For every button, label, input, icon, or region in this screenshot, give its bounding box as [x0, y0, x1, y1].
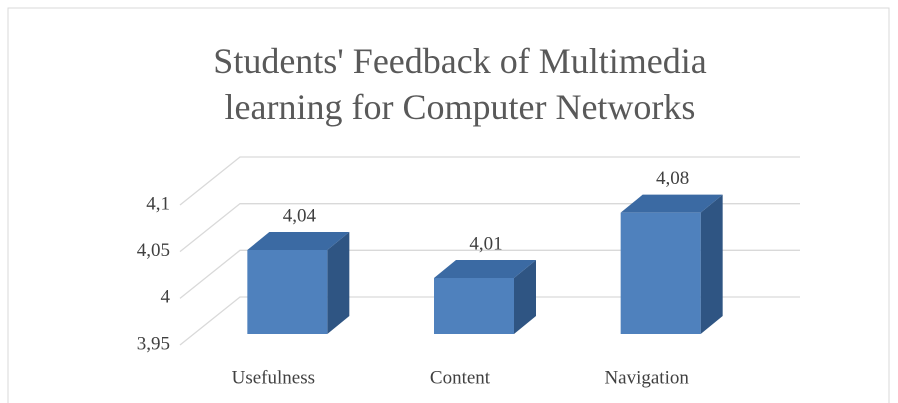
data-label: 4,08: [656, 168, 689, 189]
grid-line: [179, 203, 800, 253]
bar-side: [700, 194, 723, 334]
grid-line: [179, 156, 800, 206]
y-tick-label: 4,05: [137, 240, 170, 261]
x-tick-label: Navigation: [604, 367, 689, 388]
bar: [434, 278, 514, 334]
grid-line: [179, 296, 800, 346]
chart-border: [7, 7, 890, 403]
bar: [620, 212, 701, 334]
bar-top: [247, 232, 350, 250]
bar-side: [514, 260, 536, 334]
grid-line: [179, 249, 800, 299]
y-tick-label: 4,1: [146, 193, 170, 214]
data-label: 4,04: [283, 205, 317, 226]
data-label: 4,01: [469, 233, 502, 254]
y-tick-label: 4: [161, 287, 171, 308]
bar-top: [620, 194, 723, 213]
chart-title: Students' Feedback of Multimedia learnin…: [213, 41, 707, 127]
bar-top: [434, 260, 536, 278]
x-tick-label: Content: [430, 367, 491, 388]
x-tick-label: Usefulness: [232, 367, 315, 388]
y-tick-label: 3,95: [137, 333, 170, 354]
bar: [247, 250, 328, 334]
bar-side: [327, 232, 350, 334]
